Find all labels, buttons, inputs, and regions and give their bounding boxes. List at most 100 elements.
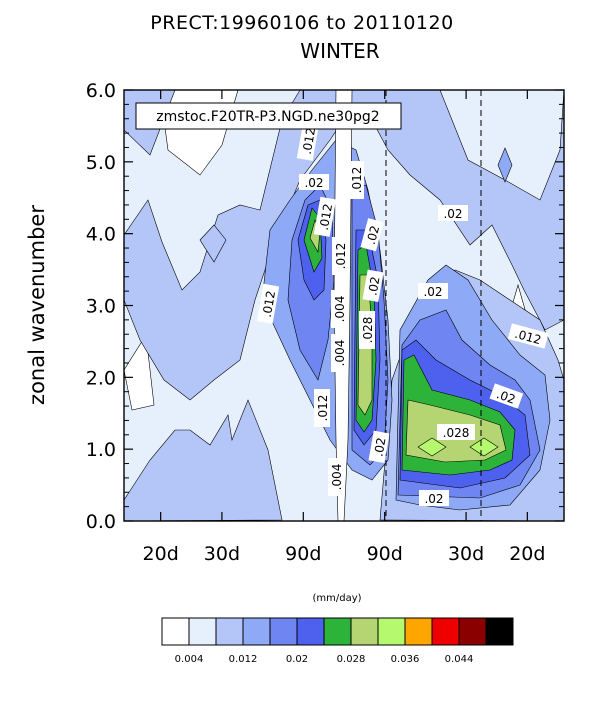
contour-label-bg <box>419 490 449 506</box>
contour-label: .028 <box>437 424 475 440</box>
contour-label: .02 <box>299 174 329 190</box>
contour-label-text: .012 <box>300 127 318 156</box>
contour-label: .012 <box>314 389 330 427</box>
contour-label: .012 <box>256 283 280 324</box>
contour-label: .012 <box>507 323 549 349</box>
colorbar-label: 0.044 <box>445 654 474 665</box>
contour-label-bg <box>360 218 384 252</box>
contour-label: .02 <box>368 430 390 463</box>
colorbar-swatch <box>161 617 190 646</box>
contour-label-bg <box>362 269 384 302</box>
dashed-lines <box>385 90 482 521</box>
y-tick-label: 6.0 <box>86 80 116 102</box>
contour-label: .012 <box>313 196 337 237</box>
colorbar-swatch <box>377 617 406 646</box>
contour-label-bg <box>296 120 320 161</box>
y-tick-label: 5.0 <box>86 152 116 174</box>
contour-label-text: .02 <box>443 207 462 221</box>
x-tick-label: 20d <box>143 543 179 565</box>
contour-label-bg <box>438 205 468 221</box>
contour-label: .02 <box>362 269 384 302</box>
contour-label-text: .012 <box>260 290 278 319</box>
y-axis: 0.0 1.0 2.0 3.0 4.0 5.0 6.0 <box>86 80 564 533</box>
contour-labels: .012 .02 .012 .02 .012 .012 .02 .02 .004 .028 .004… <box>256 120 549 506</box>
contour-label: .02 <box>418 283 448 299</box>
contour-label-text: .02 <box>364 224 382 246</box>
colorbar-label: 0.028 <box>337 654 366 665</box>
colorbar-swatch <box>215 617 244 646</box>
contour-label-text: .02 <box>495 387 518 407</box>
contour-label-text: .028 <box>443 426 470 440</box>
contour-label-text: .012 <box>350 167 364 194</box>
contour-fill-012-mid <box>199 224 227 263</box>
y-tick-label: 4.0 <box>86 224 116 246</box>
contour-label-bg <box>332 237 348 275</box>
colorbar-swatch <box>485 617 514 646</box>
contour-label: .012 <box>348 161 364 199</box>
x-tick-label: 90d <box>367 543 403 565</box>
y-tick-label: 2.0 <box>86 367 116 389</box>
contour-label: .004 <box>331 334 347 372</box>
contour-fill-02-spot <box>497 147 513 183</box>
contour-label: .02 <box>438 205 468 221</box>
contour-label-text: .012 <box>334 243 348 270</box>
contour-label: .028 <box>359 311 375 349</box>
annotation-box-text: zmstoc.F20TR-P3.NGD.ne30pg2 <box>156 109 379 125</box>
contour-label-bg <box>489 383 524 409</box>
x-tick-label: 30d <box>204 543 240 565</box>
colorbar-label: 0.02 <box>286 654 308 665</box>
contour-label-text: .012 <box>317 203 335 232</box>
colorbar-swatch <box>269 617 298 646</box>
contour-label: .004 <box>331 290 347 328</box>
plot-area: .012 .02 .012 .02 .012 .012 .02 .02 .004 .028 .004… <box>123 89 565 522</box>
contour-hole-left <box>123 334 155 411</box>
contour-label: .004 <box>328 458 344 496</box>
colorbar: 0.004 0.012 0.02 0.028 0.036 0.044 <box>161 617 514 665</box>
contour-label-bg <box>359 311 375 349</box>
contour-label-text: .02 <box>423 285 442 299</box>
x-tick-label: 20d <box>509 543 545 565</box>
contour-label-bg <box>368 430 390 463</box>
colorbar-swatch <box>242 617 271 646</box>
contour-label-text: .02 <box>371 436 388 457</box>
colorbar-swatch <box>296 617 325 646</box>
contour-label-bg <box>507 323 549 349</box>
colorbar-swatch <box>431 617 460 646</box>
y-tick-label: 3.0 <box>86 296 116 318</box>
contour-label: .02 <box>419 490 449 506</box>
contour-label: .02 <box>360 218 384 252</box>
colorbar-label: 0.004 <box>175 654 204 665</box>
y-tick-label: 0.0 <box>86 511 116 533</box>
contour-label-text: .012 <box>513 327 542 347</box>
colorbar-label: 0.012 <box>229 654 258 665</box>
contour-label-text: .02 <box>304 176 323 190</box>
colorbar-units: (mm/day) <box>312 593 361 604</box>
contour-label-bg <box>418 283 448 299</box>
contour-label: .012 <box>332 237 348 275</box>
x-tick-label: 30d <box>448 543 484 565</box>
contour-fill-lime <box>417 437 447 457</box>
contour-label: .02 <box>489 383 524 409</box>
contour-label-bg <box>299 174 329 190</box>
contour-label-bg <box>314 389 330 427</box>
colorbar-swatch <box>404 617 433 646</box>
contour-label-text: .004 <box>330 464 344 491</box>
contour-label-bg <box>328 458 344 496</box>
contour-label-text: .004 <box>333 340 347 367</box>
y-tick-label: 1.0 <box>86 439 116 461</box>
contour-label-bg <box>437 424 475 440</box>
contour-label-bg <box>313 196 337 237</box>
colorbar-swatch <box>188 617 217 646</box>
contour-label-bg <box>331 334 347 372</box>
colorbar-label: 0.036 <box>391 654 420 665</box>
colorbar-swatch <box>458 617 487 646</box>
contour-label-text: .02 <box>365 275 382 296</box>
colorbar-swatch <box>350 617 379 646</box>
contour-label-bg <box>348 161 364 199</box>
contour-label-text: .02 <box>424 492 443 506</box>
annotation-box-frame <box>135 102 402 130</box>
colorbar-swatch <box>323 617 352 646</box>
x-axis: 20d 30d 90d 90d 30d 20d <box>143 90 545 565</box>
annotation-box: zmstoc.F20TR-P3.NGD.ne30pg2 <box>135 102 402 130</box>
